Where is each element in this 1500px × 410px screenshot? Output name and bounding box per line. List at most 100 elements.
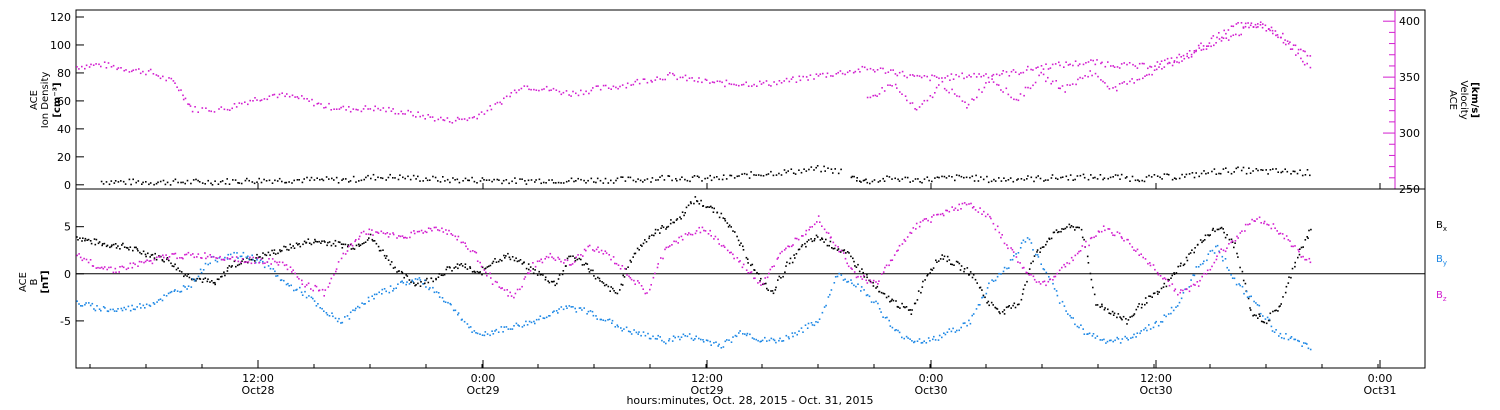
bfield-point-2 — [958, 203, 960, 206]
bfield-point-0 — [1284, 291, 1287, 294]
bfield-point-2 — [260, 258, 263, 260]
bfield-point-1 — [248, 258, 250, 260]
bfield-point-0 — [527, 263, 530, 265]
bfield-point-0 — [544, 278, 547, 281]
bfield-point-1 — [1065, 310, 1067, 312]
velocity-point-0 — [404, 113, 406, 115]
bfield-point-2 — [1244, 223, 1247, 226]
bfield-point-1 — [358, 306, 361, 309]
bfield-point-1 — [745, 334, 748, 337]
velocity-point-0 — [145, 73, 147, 76]
bfield-point-2 — [768, 272, 770, 275]
velocity-point-0 — [691, 77, 693, 79]
bfield-point-1 — [946, 331, 949, 333]
bfield-point-2 — [276, 261, 278, 264]
velocity-point-0 — [672, 72, 674, 75]
bfield-point-2 — [206, 255, 209, 258]
bfield-point-2 — [1021, 267, 1024, 269]
bfield-point-2 — [437, 229, 439, 231]
bfield-point-0 — [481, 273, 483, 276]
velocity-point-0 — [1159, 63, 1161, 65]
bfield-point-0 — [405, 274, 407, 276]
bfield-point-1 — [1087, 333, 1089, 335]
bfield-point-2 — [398, 235, 400, 237]
density-point-0 — [415, 178, 417, 180]
velocity-point-1 — [941, 80, 944, 83]
bfield-point-1 — [1245, 290, 1248, 293]
bfield-point-0 — [406, 275, 409, 277]
bfield-point-0 — [990, 301, 993, 304]
velocity-point-1 — [1136, 79, 1139, 81]
bfield-point-1 — [1026, 237, 1029, 239]
bfield-point-1 — [190, 286, 193, 288]
velocity-point-0 — [869, 67, 872, 70]
velocity-point-0 — [1077, 64, 1080, 67]
bfield-point-0 — [1237, 256, 1239, 258]
bfield-point-2 — [1211, 265, 1213, 268]
bfield-point-0 — [1086, 255, 1089, 258]
bfield-point-2 — [819, 221, 821, 223]
bfield-point-2 — [176, 257, 178, 260]
bfield-point-0 — [766, 287, 768, 290]
bfield-point-1 — [340, 322, 342, 324]
bfield-point-2 — [604, 250, 607, 252]
bfield-point-2 — [1220, 248, 1222, 250]
bfield-point-0 — [1299, 248, 1301, 250]
density-point-0 — [575, 180, 577, 182]
bfield-point-0 — [1070, 225, 1073, 227]
bfield-point-1 — [134, 308, 136, 311]
bfield-point-1 — [186, 288, 188, 290]
bfield-point-0 — [614, 292, 617, 294]
velocity-point-1 — [1282, 41, 1285, 44]
bfield-point-2 — [1154, 268, 1156, 271]
bfield-point-1 — [115, 310, 118, 312]
velocity-point-0 — [1302, 50, 1305, 52]
velocity-point-0 — [1092, 59, 1094, 62]
density-point-1 — [1306, 169, 1309, 171]
velocity-point-0 — [998, 74, 1001, 77]
velocity-point-0 — [1001, 73, 1003, 75]
bfield-point-2 — [143, 261, 145, 264]
bfield-point-0 — [951, 263, 954, 266]
velocity-point-0 — [859, 71, 861, 73]
velocity-point-0 — [1138, 62, 1141, 65]
bfield-point-2 — [1112, 234, 1114, 236]
bfield-point-2 — [554, 259, 557, 261]
velocity-point-0 — [510, 92, 513, 94]
bfield-point-0 — [662, 226, 665, 229]
density-point-0 — [540, 182, 542, 185]
density-point-0 — [260, 181, 263, 184]
bfield-point-2 — [990, 217, 992, 220]
b-field-ylabel-line2: B — [29, 278, 40, 285]
bfield-point-1 — [293, 289, 295, 292]
density-point-1 — [1171, 178, 1174, 181]
bfield-point-1 — [755, 338, 757, 341]
bfield-point-2 — [1000, 236, 1002, 239]
bfield-point-2 — [545, 255, 548, 258]
bfield-point-1 — [834, 276, 837, 278]
bfield-point-2 — [1085, 240, 1087, 243]
density-point-0 — [632, 179, 635, 182]
bfield-point-2 — [140, 261, 143, 263]
bfield-point-0 — [1104, 307, 1106, 309]
bfield-point-2 — [1045, 284, 1047, 287]
density-point-1 — [1003, 177, 1005, 179]
velocity-point-0 — [259, 99, 262, 102]
density-point-0 — [204, 183, 206, 185]
bfield-point-0 — [574, 257, 576, 259]
bfield-point-1 — [187, 285, 190, 287]
bfield-point-1 — [1131, 336, 1134, 339]
velocity-point-0 — [673, 74, 676, 77]
bfield-point-2 — [404, 236, 406, 239]
bfield-point-0 — [1291, 267, 1294, 270]
legend-by: By — [1436, 254, 1447, 267]
legend-bx-sub: x — [1443, 225, 1447, 233]
bfield-point-2 — [709, 229, 711, 232]
bfield-point-1 — [873, 301, 875, 304]
bfield-point-2 — [983, 210, 985, 213]
density-point-1 — [1094, 176, 1096, 179]
density-point-0 — [110, 180, 113, 182]
bfield-point-2 — [1001, 234, 1003, 236]
bfield-point-1 — [174, 289, 176, 291]
bfield-point-2 — [95, 267, 98, 269]
